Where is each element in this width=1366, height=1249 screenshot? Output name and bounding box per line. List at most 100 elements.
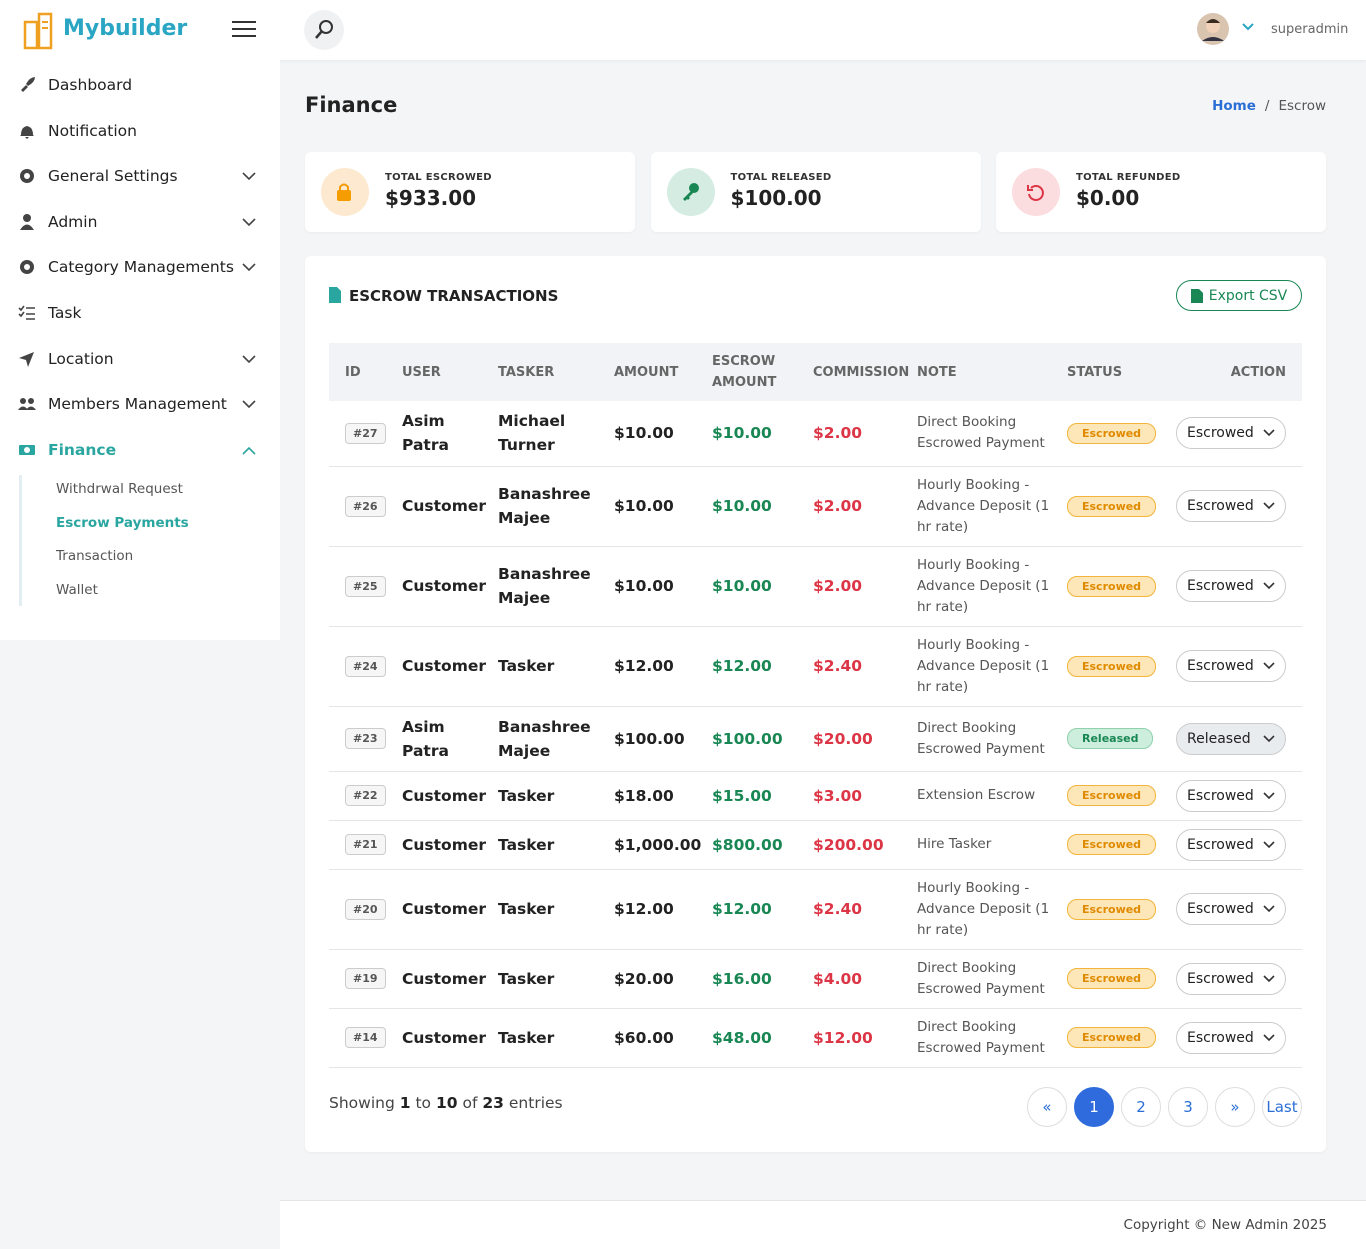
nav-item[interactable]: Finance (18, 435, 268, 465)
action-label: Escrowed (1187, 836, 1254, 853)
action-dropdown[interactable]: Released (1176, 722, 1286, 755)
cell: Direct Booking Escrowed Payment (917, 949, 1067, 1009)
cell: Michael Turner (498, 401, 614, 467)
cell: Asim Patra (402, 706, 498, 772)
user-dropdown[interactable] (1242, 23, 1254, 31)
page-link[interactable]: Last (1262, 1087, 1302, 1127)
status-badge: Escrowed (1067, 834, 1157, 855)
user: Customer (402, 497, 487, 515)
tasker: Tasker (498, 969, 555, 988)
submenu-item[interactable]: Wallet (56, 582, 98, 599)
cell: $16.00 (712, 949, 813, 1009)
nav-item[interactable]: Task (18, 298, 268, 328)
nav-item[interactable]: Dashboard (18, 70, 268, 100)
cell: $100.00 (712, 706, 813, 772)
escrow-amount: $100.00 (712, 729, 783, 748)
action-dropdown[interactable]: Escrowed (1176, 490, 1286, 522)
transactions-table: ID USER TASKER AMOUNT ESCROW AMOUNT COMMISSIO… (329, 343, 1302, 1068)
cell: Hourly Booking - Advance Deposit (1 hr r… (917, 546, 1067, 627)
cell: Tasker (498, 771, 614, 821)
cell: Escrowed (1067, 401, 1176, 467)
breadcrumb-link[interactable]: Home (1212, 98, 1256, 114)
nav-item[interactable]: Members Management (18, 389, 268, 419)
chevron-icon (242, 446, 256, 455)
id-badge: #23 (345, 728, 386, 749)
caret-icon (1263, 429, 1275, 437)
info-part: 23 (482, 1094, 504, 1112)
table-row: #20 Customer Tasker $12.00 $12.00 $2.40 Hourly… (329, 869, 1302, 950)
page-link[interactable]: 1 (1074, 1087, 1114, 1127)
status-badge: Escrowed (1067, 495, 1157, 517)
cell: Escrowed (1176, 401, 1302, 467)
table-row: #14 Customer Tasker $60.00 $48.00 $12.00 Direc… (329, 1008, 1302, 1068)
action-dropdown[interactable]: Escrowed (1176, 893, 1286, 925)
table-row: #21 Customer Tasker $1,000.00 $800.00 $200.00… (329, 820, 1302, 870)
info-part: Showing (329, 1094, 395, 1112)
stat-label: TOTAL ESCROWED (385, 172, 492, 183)
stat-label: TOTAL RELEASED (730, 172, 832, 183)
cell: Escrowed (1176, 949, 1302, 1009)
cell: Hourly Booking - Advance Deposit (1 hr r… (917, 466, 1067, 547)
user: Customer (402, 969, 487, 988)
cell: Escrowed (1176, 869, 1302, 950)
action-dropdown[interactable]: Escrowed (1176, 650, 1286, 682)
cell: Hourly Booking - Advance Deposit (1 hr r… (917, 626, 1067, 707)
submenu-item[interactable]: Transaction (56, 548, 134, 565)
action-dropdown[interactable]: Escrowed (1176, 417, 1286, 450)
nav-item[interactable]: Location (18, 344, 268, 374)
transactions-card: ESCROW TRANSACTIONS Export CSV ID USER TAS… (305, 256, 1326, 1152)
cell: #22 (329, 771, 402, 821)
nav-item[interactable]: Category Managements (18, 252, 268, 282)
cell: #21 (329, 820, 402, 870)
commission: $2.40 (813, 900, 863, 918)
action-dropdown[interactable]: Escrowed (1176, 779, 1286, 812)
chevron-icon (242, 172, 256, 181)
cell: $18.00 (614, 771, 712, 821)
thead: ID USER TASKER AMOUNT ESCROW AMOUNT COMMISSIO… (329, 343, 1302, 401)
action-label: Escrowed (1187, 425, 1254, 442)
escrow-amount: $10.00 (712, 424, 772, 443)
submenu-item[interactable]: Withdrwal Request (56, 481, 183, 497)
chevron-icon (242, 263, 256, 272)
action-dropdown[interactable]: Escrowed (1176, 1021, 1286, 1054)
id-badge: #19 (345, 968, 386, 989)
page-link[interactable]: 3 (1168, 1087, 1208, 1127)
table-row: #19 Customer Tasker $20.00 $16.00 $4.00 Direct… (329, 949, 1302, 1009)
table-row: #27 Asim Patra Michael Turner $10.00 $10.00 $… (329, 401, 1302, 467)
page-link[interactable]: « (1027, 1087, 1067, 1127)
avatar[interactable] (1197, 13, 1229, 45)
note: Hourly Booking - Advance Deposit (1 hr r… (917, 476, 1050, 535)
action-dropdown[interactable]: Escrowed (1176, 828, 1286, 861)
amount: $100.00 (614, 729, 685, 748)
action-dropdown[interactable]: Escrowed (1176, 570, 1286, 602)
dropdown-caret (1263, 971, 1275, 987)
search-button[interactable] (304, 10, 344, 50)
cell: Customer (402, 869, 498, 950)
nav-item[interactable]: Admin (18, 207, 268, 237)
nav-item[interactable]: Notification (18, 116, 268, 146)
chevron (242, 258, 268, 276)
cell: Escrowed (1067, 771, 1176, 821)
cell: Released (1176, 706, 1302, 772)
amount: $10.00 (614, 497, 674, 515)
export-button[interactable]: Export CSV (1176, 280, 1302, 311)
cell: $100.00 (614, 706, 712, 772)
page-link[interactable]: » (1215, 1087, 1255, 1127)
action-dropdown[interactable]: Escrowed (1176, 962, 1286, 995)
cell: $20.00 (813, 706, 917, 772)
submenu-item[interactable]: Escrow Payments (56, 514, 189, 531)
amount: $1,000.00 (614, 835, 702, 854)
commission: $2.40 (813, 657, 863, 675)
page-link[interactable]: 2 (1121, 1087, 1161, 1127)
nav-item[interactable]: General Settings (18, 161, 268, 191)
cell: Escrowed (1067, 546, 1176, 627)
amount: $10.00 (614, 424, 674, 443)
table-row: #23 Asim Patra Banashree Majee $100.00 $100.… (329, 706, 1302, 772)
menu-toggle[interactable] (232, 20, 256, 38)
cell: $10.00 (614, 546, 712, 627)
page-title: Finance (305, 93, 398, 117)
nav-label: Admin (48, 212, 98, 231)
cell: Escrowed (1067, 820, 1176, 870)
column-header: STATUS (1067, 343, 1176, 401)
